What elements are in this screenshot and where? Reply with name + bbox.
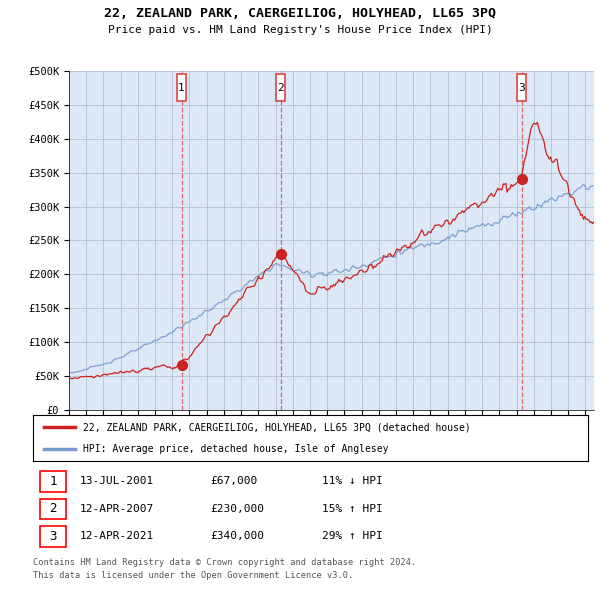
Text: 2: 2 bbox=[277, 83, 284, 93]
Text: 2: 2 bbox=[49, 502, 57, 516]
Text: 22, ZEALAND PARK, CAERGEILIOG, HOLYHEAD, LL65 3PQ (detached house): 22, ZEALAND PARK, CAERGEILIOG, HOLYHEAD,… bbox=[83, 422, 471, 432]
Text: HPI: Average price, detached house, Isle of Anglesey: HPI: Average price, detached house, Isle… bbox=[83, 444, 388, 454]
Text: 15% ↑ HPI: 15% ↑ HPI bbox=[322, 504, 382, 514]
Text: 11% ↓ HPI: 11% ↓ HPI bbox=[322, 477, 382, 487]
Text: 13-JUL-2001: 13-JUL-2001 bbox=[80, 477, 154, 487]
Text: Contains HM Land Registry data © Crown copyright and database right 2024.: Contains HM Land Registry data © Crown c… bbox=[33, 558, 416, 567]
FancyBboxPatch shape bbox=[276, 74, 285, 101]
Bar bbox=[40, 526, 66, 546]
Text: 3: 3 bbox=[49, 530, 57, 543]
Text: 1: 1 bbox=[49, 475, 57, 488]
Text: 12-APR-2021: 12-APR-2021 bbox=[80, 531, 154, 541]
Text: £340,000: £340,000 bbox=[211, 531, 265, 541]
FancyBboxPatch shape bbox=[517, 74, 526, 101]
Text: 3: 3 bbox=[518, 83, 525, 93]
FancyBboxPatch shape bbox=[177, 74, 187, 101]
Bar bbox=[40, 471, 66, 492]
Text: £67,000: £67,000 bbox=[211, 477, 258, 487]
Text: 1: 1 bbox=[178, 83, 185, 93]
Text: 29% ↑ HPI: 29% ↑ HPI bbox=[322, 531, 382, 541]
Text: 12-APR-2007: 12-APR-2007 bbox=[80, 504, 154, 514]
Text: Price paid vs. HM Land Registry's House Price Index (HPI): Price paid vs. HM Land Registry's House … bbox=[107, 25, 493, 35]
Bar bbox=[40, 499, 66, 519]
Text: 22, ZEALAND PARK, CAERGEILIOG, HOLYHEAD, LL65 3PQ: 22, ZEALAND PARK, CAERGEILIOG, HOLYHEAD,… bbox=[104, 7, 496, 20]
Text: £230,000: £230,000 bbox=[211, 504, 265, 514]
Text: This data is licensed under the Open Government Licence v3.0.: This data is licensed under the Open Gov… bbox=[33, 571, 353, 580]
